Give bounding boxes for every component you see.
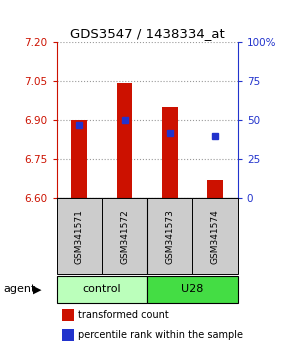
Text: GSM341573: GSM341573 [165, 209, 174, 264]
Bar [71, 120, 87, 198]
Bar [147, 276, 238, 303]
Text: ▶: ▶ [33, 284, 42, 295]
Bar [193, 198, 238, 274]
Text: transformed count: transformed count [78, 310, 169, 320]
Text: U28: U28 [181, 284, 204, 295]
Bar [57, 276, 147, 303]
Text: agent: agent [3, 284, 35, 295]
Bar [207, 179, 223, 198]
Bar [117, 83, 133, 198]
Bar [57, 198, 102, 274]
Text: GSM341571: GSM341571 [75, 209, 84, 264]
Bar [147, 198, 193, 274]
Bar [162, 107, 178, 198]
Bar [102, 198, 147, 274]
Text: control: control [83, 284, 121, 295]
Text: GSM341572: GSM341572 [120, 209, 129, 264]
Text: GSM341574: GSM341574 [211, 209, 220, 264]
Title: GDS3547 / 1438334_at: GDS3547 / 1438334_at [70, 27, 224, 40]
Text: percentile rank within the sample: percentile rank within the sample [78, 330, 243, 340]
